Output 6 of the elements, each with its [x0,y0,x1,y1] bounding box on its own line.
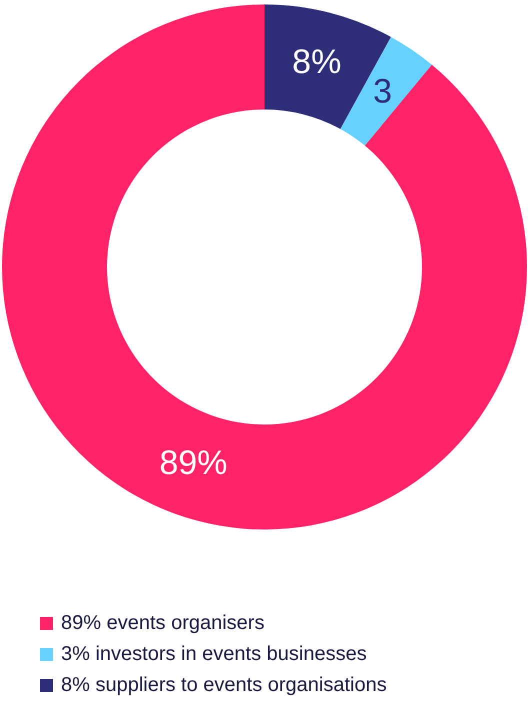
legend-label: 8% suppliers to events organisations [61,674,387,697]
legend-label: 89% events organisers [61,612,264,635]
data-label: 8% [292,42,342,81]
legend-label: 3% investors in events businesses [61,643,367,666]
data-label: 89% [159,444,228,482]
data-label: 3 [373,72,392,111]
